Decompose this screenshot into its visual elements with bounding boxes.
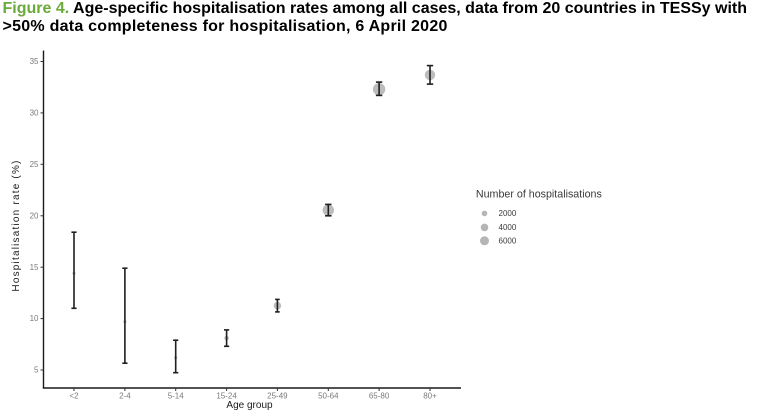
svg-text:2-4: 2-4 bbox=[119, 392, 131, 401]
svg-text:6000: 6000 bbox=[499, 237, 517, 246]
svg-text:65-80: 65-80 bbox=[369, 392, 390, 401]
svg-text:25-49: 25-49 bbox=[267, 392, 288, 401]
svg-text:Hospitalisation rate (%): Hospitalisation rate (%) bbox=[11, 159, 22, 291]
svg-text:4000: 4000 bbox=[499, 223, 517, 232]
svg-text:<2: <2 bbox=[69, 392, 79, 401]
svg-text:15-24: 15-24 bbox=[216, 392, 237, 401]
svg-text:20: 20 bbox=[30, 211, 39, 220]
svg-text:80+: 80+ bbox=[423, 392, 437, 401]
svg-text:50-64: 50-64 bbox=[318, 392, 339, 401]
svg-text:15: 15 bbox=[30, 263, 39, 272]
svg-text:10: 10 bbox=[30, 314, 39, 323]
svg-text:Number of hospitalisations: Number of hospitalisations bbox=[476, 188, 602, 200]
svg-text:2000: 2000 bbox=[499, 209, 517, 218]
svg-text:35: 35 bbox=[30, 57, 39, 66]
svg-text:Age group: Age group bbox=[226, 400, 273, 411]
svg-text:25: 25 bbox=[30, 160, 39, 169]
svg-text:5-14: 5-14 bbox=[168, 392, 185, 401]
svg-text:30: 30 bbox=[30, 109, 39, 118]
svg-text:5: 5 bbox=[34, 366, 39, 375]
